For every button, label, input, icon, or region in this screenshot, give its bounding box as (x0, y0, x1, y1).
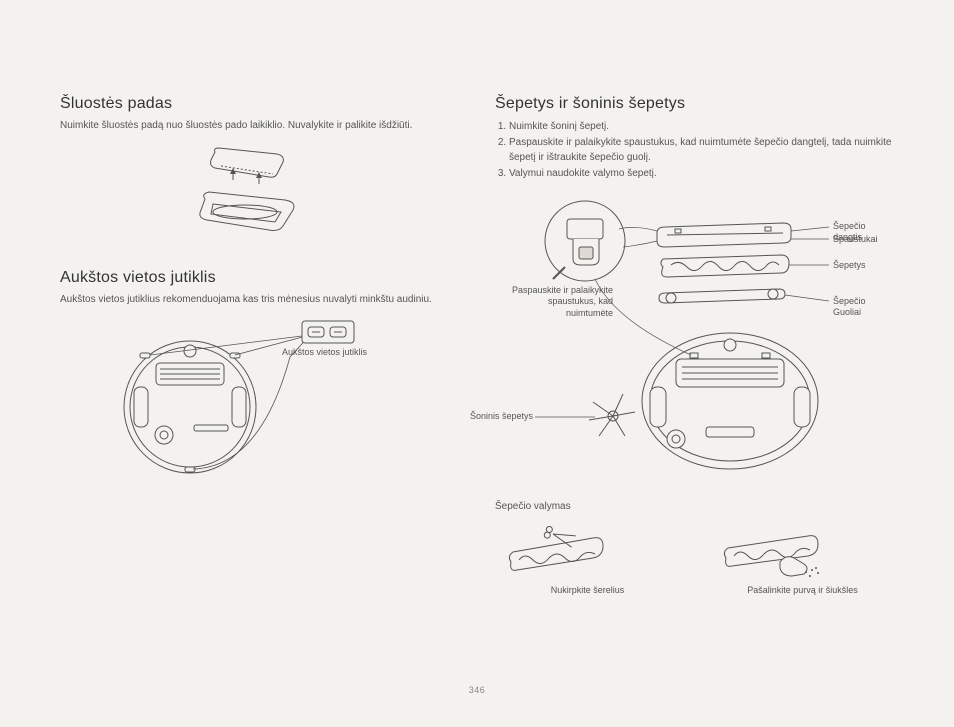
cliff-sensor-text: Aukštos vietos jutiklius rekomenduojama … (60, 293, 440, 308)
page-number: 346 (0, 685, 954, 695)
left-column: Šluostės padas Nuimkite šluostės padą nu… (60, 95, 440, 595)
cut-bristles-block: Nukirpkite šerelius (495, 524, 680, 595)
right-column: Šepetys ir šoninis šepetys Nuimkite šoni… (495, 95, 895, 595)
label-clips: Spaustukai (833, 234, 878, 245)
label-bearings: Šepečio Guoliai (833, 296, 895, 319)
cut-bristles-illustration (495, 524, 615, 579)
brush-step-3: Valymui naudokite valymo šepetį. (509, 166, 895, 181)
brush-steps: Nuimkite šoninį šepetį. Paspauskite ir p… (495, 119, 895, 181)
brush-cleaning-subhead: Šepečio valymas (495, 501, 895, 512)
cliff-sensor-diagram: Aukštos vietos jutiklis (60, 317, 440, 482)
cut-bristles-caption: Nukirpkite šerelius (495, 585, 680, 595)
label-brush: Šepetys (833, 260, 866, 271)
brush-cleaning-row: Nukirpkite šerelius (495, 524, 895, 595)
label-sidebrush: Šoninis šepetys (465, 411, 533, 422)
mop-pad-text: Nuimkite šluostės padą nuo šluostės pado… (60, 119, 440, 134)
brush-step-1: Nuimkite šoninį šepetį. (509, 119, 895, 134)
brush-callout-bubble: Paspauskite ir palaikykite spaustukus, k… (505, 285, 613, 319)
cliff-sensor-callout: Aukštos vietos jutiklis (282, 347, 367, 358)
remove-debris-illustration (710, 524, 830, 579)
mop-pad-heading: Šluostės padas (60, 95, 440, 113)
remove-debris-block: Pašalinkite purvą ir šiukšles (710, 524, 895, 595)
brush-heading: Šepetys ir šoninis šepetys (495, 95, 895, 113)
brush-step-2: Paspauskite ir palaikykite spaustukus, k… (509, 135, 895, 165)
brush-diagram: Paspauskite ir palaikykite spaustukus, k… (495, 191, 895, 481)
mop-pad-illustration (185, 144, 315, 239)
remove-debris-caption: Pašalinkite purvą ir šiukšles (710, 585, 895, 595)
cliff-sensor-heading: Aukštos vietos jutiklis (60, 269, 440, 287)
